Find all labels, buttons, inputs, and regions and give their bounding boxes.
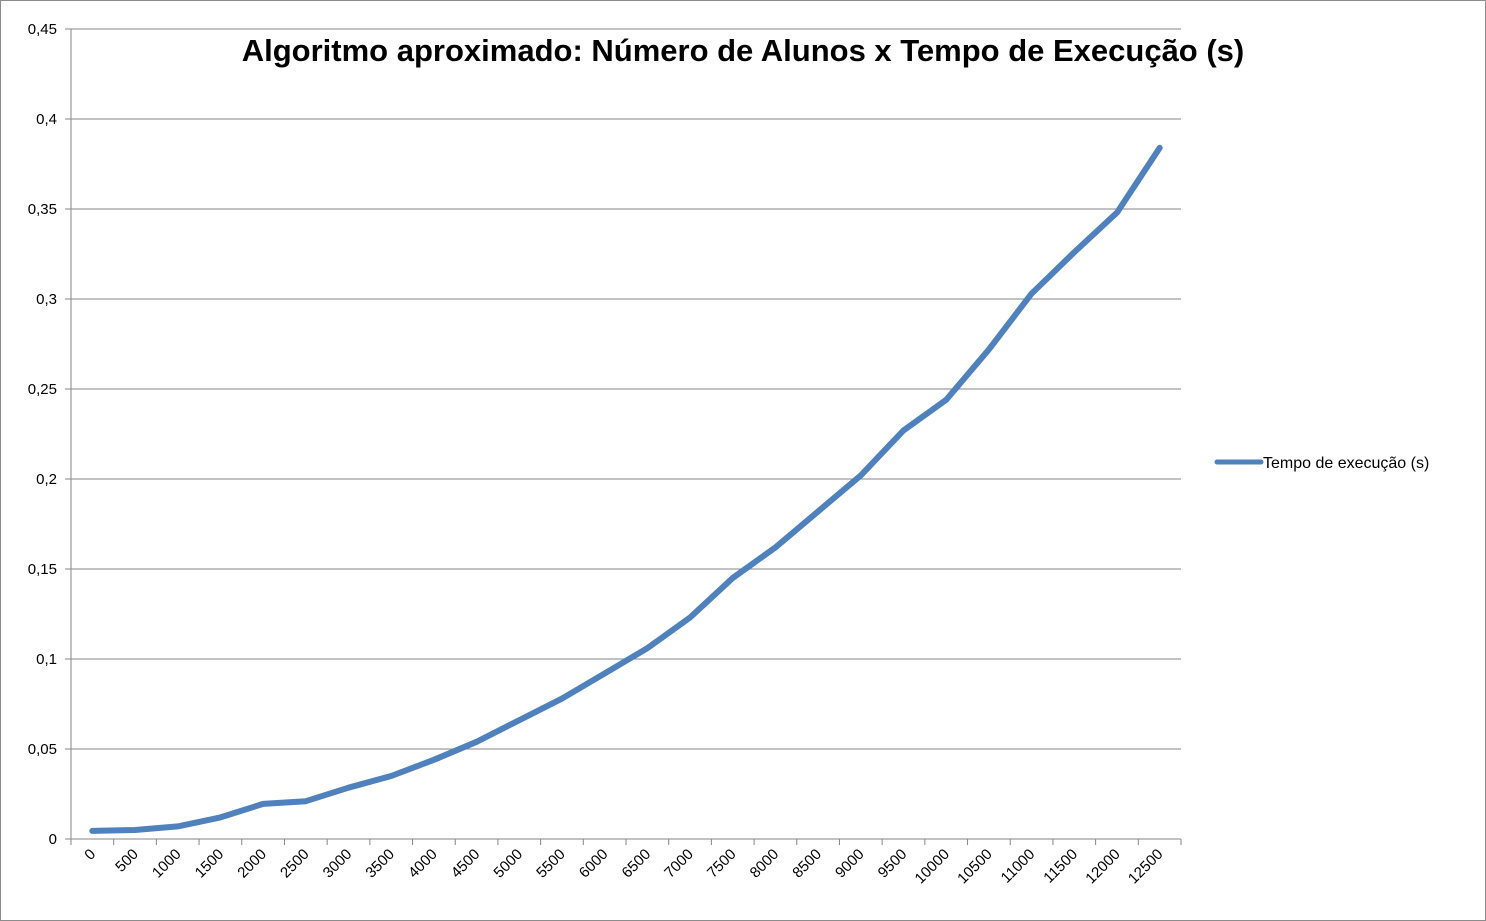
x-tick-label: 5000 bbox=[490, 846, 526, 882]
series-lines bbox=[89, 144, 1163, 834]
gridlines bbox=[71, 28, 1181, 750]
x-tick-label: 7500 bbox=[704, 846, 740, 882]
x-tick-label: 2500 bbox=[277, 846, 313, 882]
series-line bbox=[89, 144, 1163, 834]
x-tick-label: 6000 bbox=[576, 846, 612, 882]
x-tick-label: 8000 bbox=[747, 846, 783, 882]
x-tick-label: 6500 bbox=[619, 846, 655, 882]
x-tick-label: 2000 bbox=[234, 846, 270, 882]
chart-title: Algoritmo aproximado: Número de Alunos x… bbox=[242, 33, 1245, 68]
y-tick-label: 0,3 bbox=[36, 291, 57, 308]
x-tick-label: 1500 bbox=[192, 846, 228, 882]
x-tick-label: 8500 bbox=[789, 846, 825, 882]
x-tick-label: 11000 bbox=[998, 846, 1039, 887]
y-tick-label: 0,35 bbox=[28, 201, 57, 218]
x-tick-label: 3500 bbox=[362, 846, 398, 882]
x-tick-label: 12500 bbox=[1125, 846, 1167, 888]
x-tick-label: 0 bbox=[81, 846, 99, 864]
x-tick-label: 9500 bbox=[875, 846, 911, 882]
y-tick-label: 0,1 bbox=[36, 651, 57, 668]
y-tick-label: 0,25 bbox=[28, 381, 57, 398]
x-tick-label: 500 bbox=[112, 846, 142, 876]
axes bbox=[65, 28, 1182, 845]
x-tick-label: 12000 bbox=[1082, 846, 1124, 888]
x-tick-label: 4000 bbox=[405, 846, 441, 882]
x-tick-label: 3000 bbox=[320, 846, 356, 882]
x-tick-label: 11500 bbox=[1040, 846, 1081, 887]
y-tick-label: 0,4 bbox=[36, 111, 57, 128]
x-tick-label: 1000 bbox=[149, 846, 185, 882]
x-tick-label: 4500 bbox=[448, 846, 484, 882]
y-tick-label: 0,15 bbox=[28, 561, 57, 578]
x-tick-label: 10000 bbox=[912, 846, 954, 888]
x-tick-label: 5500 bbox=[533, 846, 569, 882]
y-axis-tick-labels: 0 0,05 0,1 0,15 0,2 0,25 0,3 0,35 0,4 0,45 bbox=[28, 21, 57, 848]
y-tick-label: 0,45 bbox=[28, 21, 57, 38]
y-tick-label: 0,2 bbox=[36, 471, 57, 488]
x-tick-label: 7000 bbox=[661, 846, 697, 882]
legend: Tempo de execução (s) bbox=[1214, 455, 1429, 472]
x-tick-label: 9000 bbox=[832, 846, 868, 882]
x-axis-tick-labels: 0 500 1000 1500 2000 2500 3000 3500 4000 4500 5000… bbox=[81, 846, 1166, 888]
y-tick-label: 0 bbox=[49, 831, 57, 848]
y-tick-label: 0,05 bbox=[28, 741, 57, 758]
x-tick-label: 10500 bbox=[954, 846, 996, 888]
legend-label: Tempo de execução (s) bbox=[1263, 455, 1429, 472]
